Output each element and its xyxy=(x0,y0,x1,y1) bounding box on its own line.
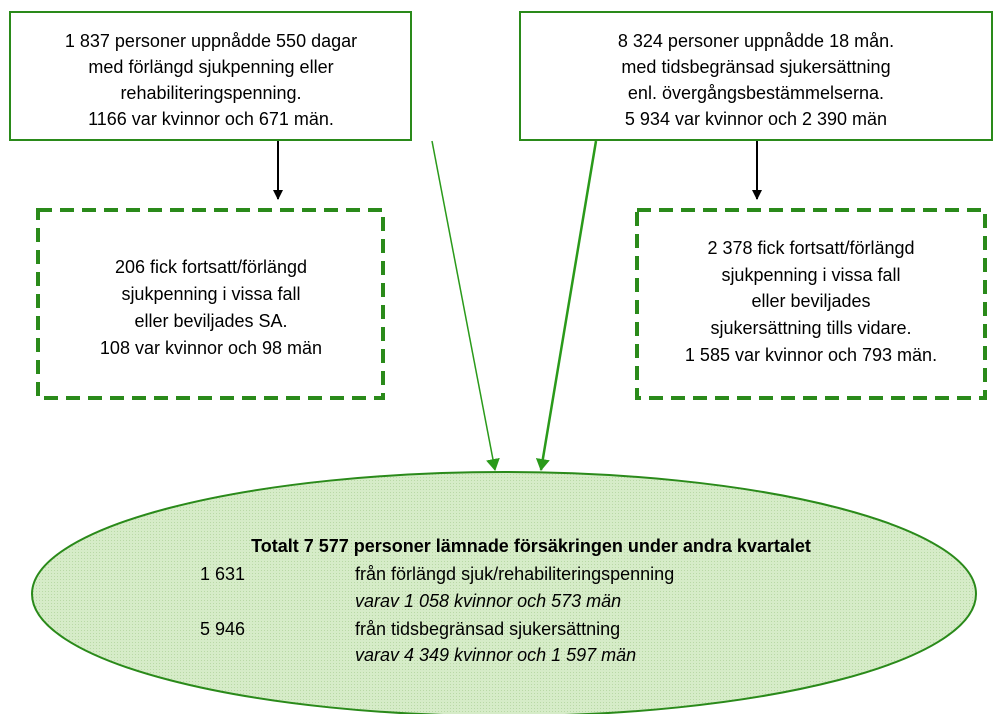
summary-text: från förlängd sjuk/rehabiliteringspennin… xyxy=(355,564,674,584)
box-text: rehabiliteringspenning. xyxy=(120,83,301,103)
box-text: 5 934 var kvinnor och 2 390 män xyxy=(625,109,887,129)
summary-number: 5 946 xyxy=(200,619,245,639)
box-text: sjukpenning i vissa fall xyxy=(121,284,300,304)
summary-detail: varav 4 349 kvinnor och 1 597 män xyxy=(355,645,636,665)
box-text: med förlängd sjukpenning eller xyxy=(88,57,333,77)
box-text: 108 var kvinnor och 98 män xyxy=(100,338,322,358)
arrow xyxy=(535,140,598,471)
dashed-box xyxy=(36,208,385,400)
box-text: 206 fick fortsatt/förlängd xyxy=(115,257,307,277)
summary-detail: varav 1 058 kvinnor och 573 män xyxy=(355,591,621,611)
box-text: 1166 var kvinnor och 671 män. xyxy=(88,109,334,129)
box-text: enl. övergångsbestämmelserna. xyxy=(628,83,884,103)
box-text: eller beviljades xyxy=(751,291,870,311)
arrow xyxy=(431,140,500,471)
dashed-box xyxy=(635,208,987,400)
box-text: sjukpenning i vissa fall xyxy=(721,265,900,285)
box-text: 1 837 personer uppnådde 550 dagar xyxy=(65,31,357,51)
box-text: 8 324 personer uppnådde 18 mån. xyxy=(618,31,894,51)
box-text: med tidsbegränsad sjukersättning xyxy=(621,57,890,77)
box-text: 1 585 var kvinnor och 793 män. xyxy=(685,345,937,365)
summary-title: Totalt 7 577 personer lämnade försäkring… xyxy=(251,536,811,556)
summary-ellipse xyxy=(31,471,977,714)
summary-text: från tidsbegränsad sjukersättning xyxy=(355,619,620,639)
box-text: sjukersättning tills vidare. xyxy=(710,318,911,338)
summary-number: 1 631 xyxy=(200,564,245,584)
box-text: 2 378 fick fortsatt/förlängd xyxy=(707,238,914,258)
box xyxy=(519,11,993,141)
box-text: eller beviljades SA. xyxy=(134,311,287,331)
box xyxy=(9,11,412,141)
